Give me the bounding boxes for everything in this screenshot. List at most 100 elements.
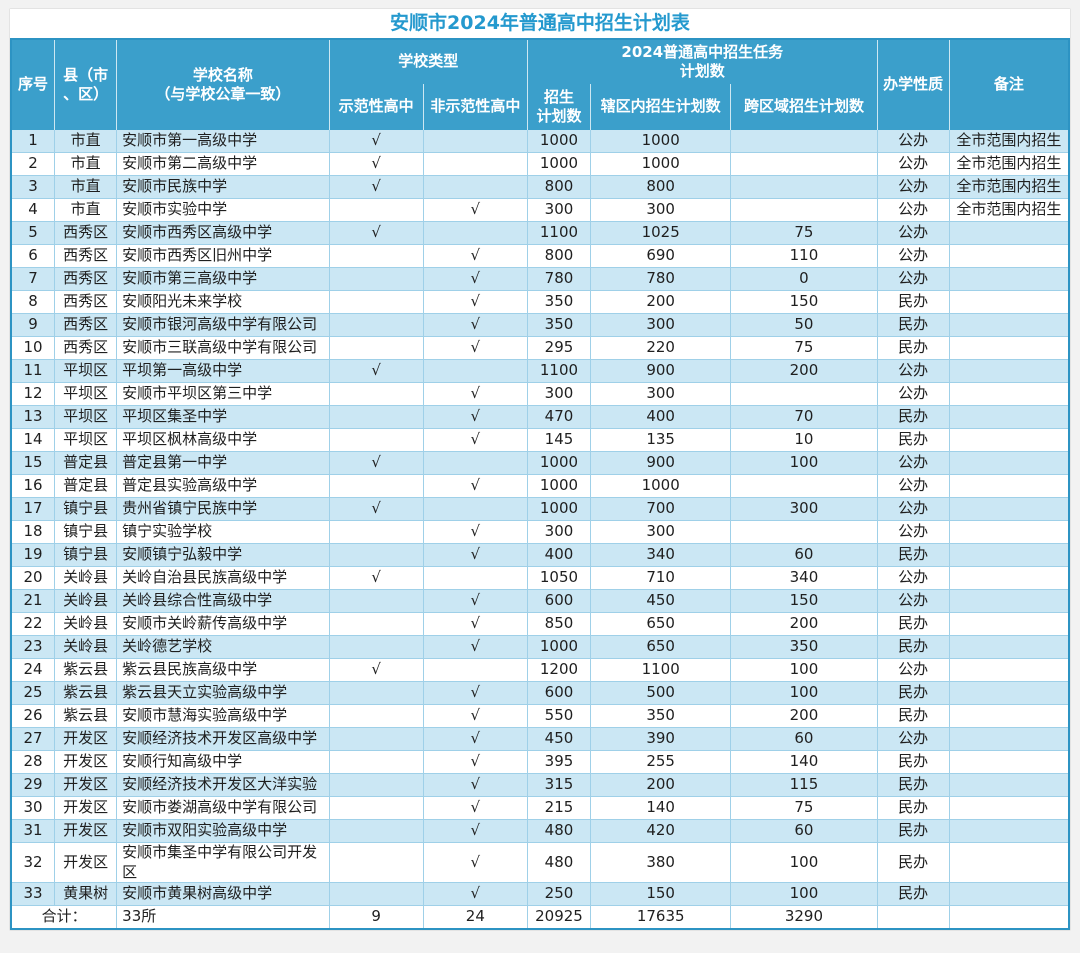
cell-non-demonstration-check: √ [422,199,527,222]
cell-nature: 民办 [876,705,949,728]
cell-school-name: 关岭德艺学校 [116,636,329,659]
cell-in-district: 200 [590,774,731,797]
cell-enroll-plan: 1000 [526,498,591,521]
table-row: 33 黄果树 安顺市黄果树高级中学 √ 250 150 100 民办 [12,883,1068,906]
cell-seq: 12 [12,383,55,406]
cell-non-demonstration-check [422,360,527,383]
cell-cross-region: 350 [730,636,877,659]
cell-in-district: 300 [590,314,731,337]
cell-nature: 公办 [876,153,949,176]
cell-county: 开发区 [54,728,117,751]
cell-non-demonstration-check: √ [422,705,527,728]
header-enroll-plan-line1: 招生 [543,87,574,106]
total-row: 合计： 33所 9 24 20925 17635 3290 [12,906,1068,928]
cell-non-demonstration-check: √ [422,636,527,659]
total-enroll-plan: 20925 [526,906,591,928]
cell-remark [948,429,1068,452]
cell-in-district: 140 [590,797,731,820]
cell-enroll-plan: 1200 [526,659,591,682]
cell-remark: 全市范围内招生 [948,153,1068,176]
cell-demonstration-check [328,820,423,843]
cell-demonstration-check [328,774,423,797]
cell-in-district: 650 [590,613,731,636]
cell-enroll-plan: 600 [526,590,591,613]
cell-non-demonstration-check: √ [422,751,527,774]
header-remark: 备注 [948,40,1068,130]
cell-county: 西秀区 [54,268,117,291]
cell-demonstration-check [328,613,423,636]
cell-school-name: 安顺市三联高级中学有限公司 [116,337,329,360]
cell-county: 普定县 [54,475,117,498]
cell-remark [948,590,1068,613]
cell-cross-region: 75 [730,337,877,360]
cell-seq: 28 [12,751,55,774]
cell-cross-region [730,383,877,406]
cell-cross-region: 100 [730,452,877,475]
cell-seq: 2 [12,153,55,176]
cell-nature: 民办 [876,429,949,452]
cell-county: 西秀区 [54,245,117,268]
table-row: 22 关岭县 安顺市关岭薪传高级中学 √ 850 650 200 民办 [12,613,1068,636]
cell-seq: 11 [12,360,55,383]
cell-demonstration-check [328,521,423,544]
cell-demonstration-check [328,843,423,883]
cell-seq: 33 [12,883,55,906]
total-non-demonstration: 24 [422,906,527,928]
cell-remark [948,475,1068,498]
cell-demonstration-check: √ [328,659,423,682]
cell-in-district: 800 [590,176,731,199]
cell-demonstration-check [328,705,423,728]
cell-demonstration-check [328,291,423,314]
cell-county: 平坝区 [54,360,117,383]
cell-county: 开发区 [54,820,117,843]
cell-enroll-plan: 480 [526,820,591,843]
cell-nature: 民办 [876,774,949,797]
cell-enroll-plan: 395 [526,751,591,774]
header-county: 县（市 、区） [54,40,117,130]
cell-remark: 全市范围内招生 [948,176,1068,199]
cell-non-demonstration-check: √ [422,429,527,452]
cell-demonstration-check: √ [328,498,423,521]
cell-remark [948,613,1068,636]
cell-cross-region [730,153,877,176]
cell-county: 普定县 [54,452,117,475]
cell-enroll-plan: 1000 [526,452,591,475]
cell-non-demonstration-check [422,176,527,199]
cell-enroll-plan: 550 [526,705,591,728]
cell-non-demonstration-check [422,130,527,153]
page-title: 安顺市2024年普通高中招生计划表 [10,9,1070,38]
cell-school-name: 安顺市实验中学 [116,199,329,222]
cell-enroll-plan: 145 [526,429,591,452]
cell-school-name: 紫云县天立实验高级中学 [116,682,329,705]
cell-demonstration-check: √ [328,176,423,199]
cell-cross-region: 0 [730,268,877,291]
cell-enroll-plan: 780 [526,268,591,291]
cell-school-name: 安顺市平坝区第三中学 [116,383,329,406]
cell-cross-region: 50 [730,314,877,337]
cell-non-demonstration-check: √ [422,245,527,268]
cell-non-demonstration-check: √ [422,682,527,705]
header-demonstration: 示范性高中 [328,84,423,130]
table-row: 4 市直 安顺市实验中学 √ 300 300 公办 全市范围内招生 [12,199,1068,222]
cell-county: 市直 [54,130,117,153]
cell-seq: 15 [12,452,55,475]
cell-seq: 27 [12,728,55,751]
cell-in-district: 400 [590,406,731,429]
cell-cross-region: 100 [730,883,877,906]
cell-in-district: 380 [590,843,731,883]
cell-seq: 29 [12,774,55,797]
cell-seq: 9 [12,314,55,337]
cell-county: 关岭县 [54,567,117,590]
cell-cross-region [730,475,877,498]
cell-demonstration-check [328,682,423,705]
cell-nature: 公办 [876,452,949,475]
table-row: 23 关岭县 关岭德艺学校 √ 1000 650 350 民办 [12,636,1068,659]
cell-school-name: 安顺经济技术开发区高级中学 [116,728,329,751]
cell-enroll-plan: 350 [526,314,591,337]
total-remark [948,906,1068,928]
cell-county: 开发区 [54,843,117,883]
cell-nature: 公办 [876,567,949,590]
cell-cross-region [730,199,877,222]
cell-in-district: 255 [590,751,731,774]
cell-in-district: 1000 [590,130,731,153]
